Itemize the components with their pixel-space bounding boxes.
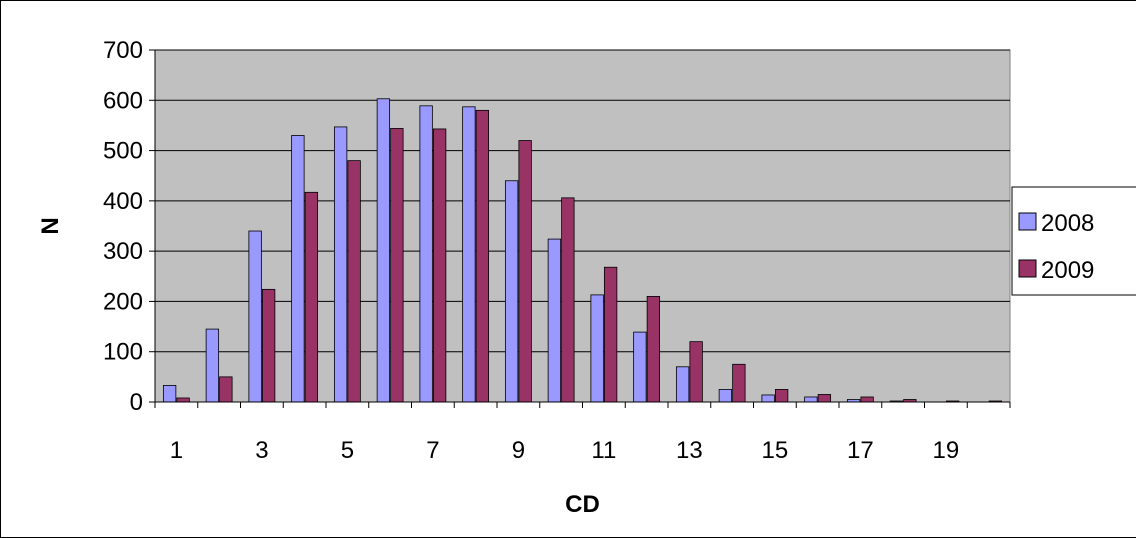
bar-2009-5: [347, 160, 361, 403]
y-tick-labels: 0 100 200 300 400 500 600 700: [103, 37, 143, 416]
x-tick-label: 7: [426, 437, 439, 464]
x-tick-label: 19: [933, 437, 960, 464]
y-tick-label: 200: [103, 288, 143, 315]
bars: [162, 98, 1003, 403]
bar-2009-2: [219, 376, 233, 403]
legend-label-2008: 2008: [1041, 210, 1094, 237]
bar-2009-7: [432, 128, 447, 403]
legend-swatch-2009: [1018, 259, 1037, 278]
x-tick-label: 13: [676, 437, 703, 464]
bar-2009-10: [561, 197, 575, 403]
bar-2009-9: [518, 140, 532, 403]
bar-2009-13: [689, 341, 703, 403]
bar-2008-15: [761, 394, 775, 403]
bar-2009-17: [860, 396, 874, 403]
bar-2009-8: [475, 109, 490, 403]
bar-2009-16: [817, 394, 832, 403]
bar-2008-13: [675, 366, 690, 403]
bar-2008-6: [376, 98, 391, 403]
legend-swatch-2008: [1018, 212, 1037, 231]
bar-2008-14: [718, 389, 733, 403]
x-tick-label: 17: [847, 437, 874, 464]
bar-2008-3: [248, 230, 262, 403]
bar-2008-9: [504, 180, 519, 403]
y-tick-label: 300: [103, 238, 143, 265]
bar-2009-15: [774, 389, 789, 403]
y-tick-label: 100: [103, 339, 143, 366]
y-axis-title: N: [37, 217, 64, 234]
bar-2009-14: [732, 363, 746, 403]
bar-2009-6: [390, 128, 404, 403]
bar-2008-12: [633, 331, 647, 403]
bar-2008-10: [547, 238, 562, 403]
x-tick-label: 9: [512, 437, 525, 464]
x-tick-label: 3: [255, 437, 268, 464]
x-tick-label: 15: [762, 437, 789, 464]
legend-label-2009: 2009: [1041, 257, 1094, 284]
x-tick-label: 1: [170, 437, 183, 464]
plot-area: [154, 49, 1011, 403]
y-tick-label: 700: [103, 37, 143, 64]
bar-2008-11: [590, 294, 604, 403]
bar-2009-1: [176, 397, 190, 403]
bar-2009-4: [304, 191, 319, 403]
legend: 2008 2009: [1011, 186, 1136, 296]
bar-2009-12: [646, 295, 661, 403]
y-tick-label: 400: [103, 188, 143, 215]
bar-2008-5: [333, 126, 348, 403]
bar-2008-8: [462, 106, 476, 403]
y-tick-label: 500: [103, 138, 143, 165]
bar-2009-11: [603, 266, 618, 403]
x-tick-labels: 1 3 5 7 9 11 13 15 17 19: [170, 437, 960, 464]
y-tick-label: 0: [130, 389, 143, 416]
x-tick-label: 11: [591, 437, 616, 464]
bar-2008-2: [205, 328, 220, 403]
y-tick-label: 600: [103, 87, 143, 114]
x-tick-label: 5: [341, 437, 354, 464]
bar-2008-1: [162, 385, 177, 403]
bar-2008-16: [804, 396, 818, 403]
axes: [149, 49, 1011, 408]
bar-2008-4: [291, 135, 305, 403]
bar-2009-3: [261, 288, 276, 403]
x-axis-title: CD: [565, 491, 600, 518]
bar-2008-7: [419, 105, 433, 403]
